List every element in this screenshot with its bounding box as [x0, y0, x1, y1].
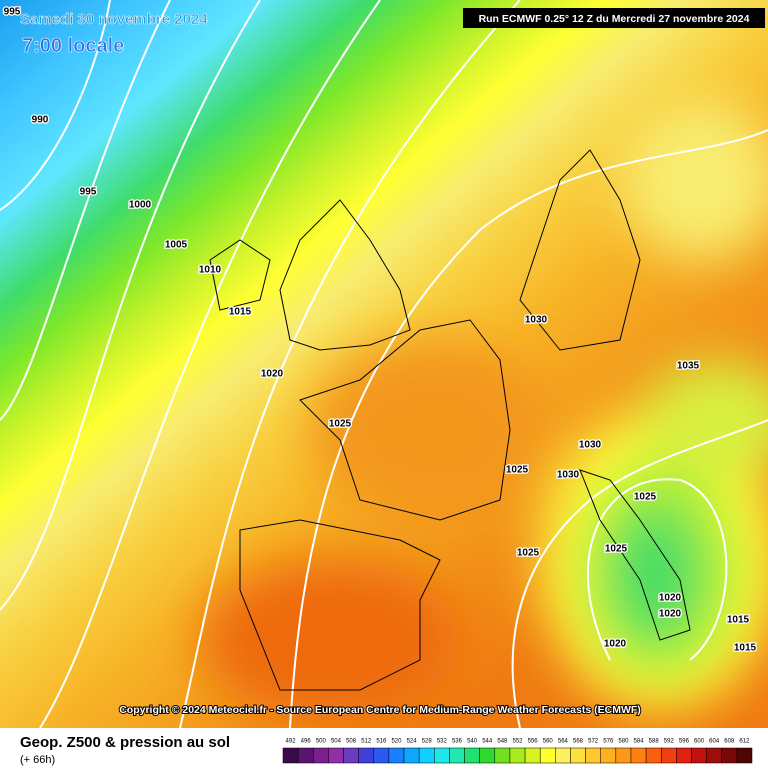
run-box [463, 8, 765, 28]
isobar-labels: 995 990 995 1000 1005 1010 1015 1020 1025 1030 103… [2, 5, 757, 655]
isobar-label: 1030 [579, 440, 602, 451]
colorbar-label: 536 [452, 739, 463, 745]
colorbar-label: 548 [497, 739, 508, 745]
colorbar-label: 516 [376, 739, 387, 745]
colorbar-swatch [494, 747, 511, 764]
colorbar-swatch [660, 747, 677, 764]
isobar-label: 1030 [525, 315, 548, 326]
isobar-label: 1025 [634, 492, 657, 503]
colorbar-swatch [358, 747, 375, 764]
isobar-label: 1025 [506, 465, 529, 476]
isobar-label: 1015 [229, 307, 252, 318]
colorbar-swatch [282, 747, 299, 764]
isobars [0, 0, 768, 728]
colorbar-swatch [706, 747, 722, 764]
time: 7:00 locale [22, 35, 124, 57]
colorbar-label: 584 [634, 739, 645, 745]
colorbar-swatch [630, 747, 647, 764]
colorbar-label: 524 [407, 739, 418, 745]
colorbar-swatch [297, 747, 314, 764]
colorbar-swatch [524, 747, 541, 764]
colorbar-label: 496 [301, 739, 312, 745]
colorbar-swatch [736, 747, 753, 764]
isobar-label: 1020 [659, 593, 682, 604]
isobar-label: 995 [80, 187, 97, 198]
isobar-label: 1015 [727, 615, 750, 626]
colorbar-label: 528 [422, 739, 433, 745]
colorbar-label: 596 [679, 739, 690, 745]
coastlines [209, 149, 691, 691]
colorbar-swatch [403, 747, 420, 764]
isobar-label: 1010 [199, 265, 222, 276]
colorbar-label: 532 [437, 739, 448, 745]
date: Samedi 30 novembre 2024 [20, 11, 208, 28]
colorbar-swatch [645, 747, 662, 764]
colorbar-label: 588 [649, 739, 660, 745]
colorbar-label: 508 [346, 739, 357, 745]
isobar-label: 1000 [129, 200, 152, 211]
colorbar-swatch [600, 747, 617, 764]
isobar-label: 1030 [557, 470, 580, 481]
colorbar-swatch [328, 747, 344, 764]
colorbar-label: 540 [467, 739, 478, 745]
colorbar-label: 576 [603, 739, 614, 745]
footer-lead: (+ 66h) [20, 754, 55, 766]
isobar-label: 995 [4, 7, 21, 18]
isobar-label: 1025 [517, 548, 540, 559]
colorbar-label: 592 [664, 739, 675, 745]
colorbar-swatch [313, 747, 329, 764]
colorbar-swatch [721, 747, 738, 764]
colorbar-label: 572 [588, 739, 599, 745]
isobar-label: 1005 [165, 240, 188, 251]
isobar-label: 1025 [605, 544, 628, 555]
colorbar-swatch [691, 747, 707, 764]
colorbar-swatch [585, 747, 601, 764]
colorbar-label: 552 [512, 739, 523, 745]
colorbar-label: 512 [361, 739, 372, 745]
field-blobs [200, 100, 768, 720]
colorbar-swatch [343, 747, 359, 764]
copyright: Copyright © 2024 Meteociel.fr - Source E… [119, 704, 641, 716]
colorbar-label: 492 [286, 739, 297, 745]
isobar-label: 1020 [659, 609, 682, 620]
colorbar-label: 544 [482, 739, 493, 745]
run-info: Run ECMWF 0.25° 12 Z du Mercredi 27 nove… [479, 13, 750, 25]
colorbar-label: 520 [391, 739, 402, 745]
colorbar-label: 580 [618, 739, 629, 745]
colorbar-label: 600 [694, 739, 705, 745]
colorbar-label: 504 [331, 739, 342, 745]
colorbar-swatch [555, 747, 571, 764]
colorbar-swatch [449, 747, 465, 764]
colorbar-label: 556 [528, 739, 539, 745]
colorbar: 492 496 500 504 508 512 516 520 524 528 532 536 540 5… [282, 739, 753, 764]
colorbar-swatch [418, 747, 435, 764]
colorbar-swatch [676, 747, 692, 764]
colorbar-label: 608 [724, 739, 735, 745]
colorbar-swatch [479, 747, 496, 764]
colorbar-swatch [615, 747, 632, 764]
colorbar-swatch [539, 747, 556, 764]
isobar-label: 1020 [261, 369, 284, 380]
colorbar-swatch [509, 747, 526, 764]
colorbar-label: 564 [558, 739, 569, 745]
isobar-label: 1035 [677, 361, 700, 372]
colorbar-label: 500 [316, 739, 327, 745]
colorbar-swatch [434, 747, 450, 764]
colorbar-label: 568 [573, 739, 584, 745]
footer-title: Geop. Z500 & pression au sol [20, 734, 230, 751]
isobar-label: 1015 [734, 643, 757, 654]
colorbar-swatch [373, 747, 390, 764]
isobar-label: 1025 [329, 419, 352, 430]
isobar-label: 990 [32, 115, 49, 126]
colorbar-label: 560 [543, 739, 554, 745]
colorbar-swatch [464, 747, 480, 764]
colorbar-swatch [388, 747, 405, 764]
isobar-label: 1020 [604, 639, 627, 650]
colorbar-label: 612 [739, 739, 750, 745]
colorbar-label: 604 [709, 739, 720, 745]
colorbar-swatch [570, 747, 586, 764]
